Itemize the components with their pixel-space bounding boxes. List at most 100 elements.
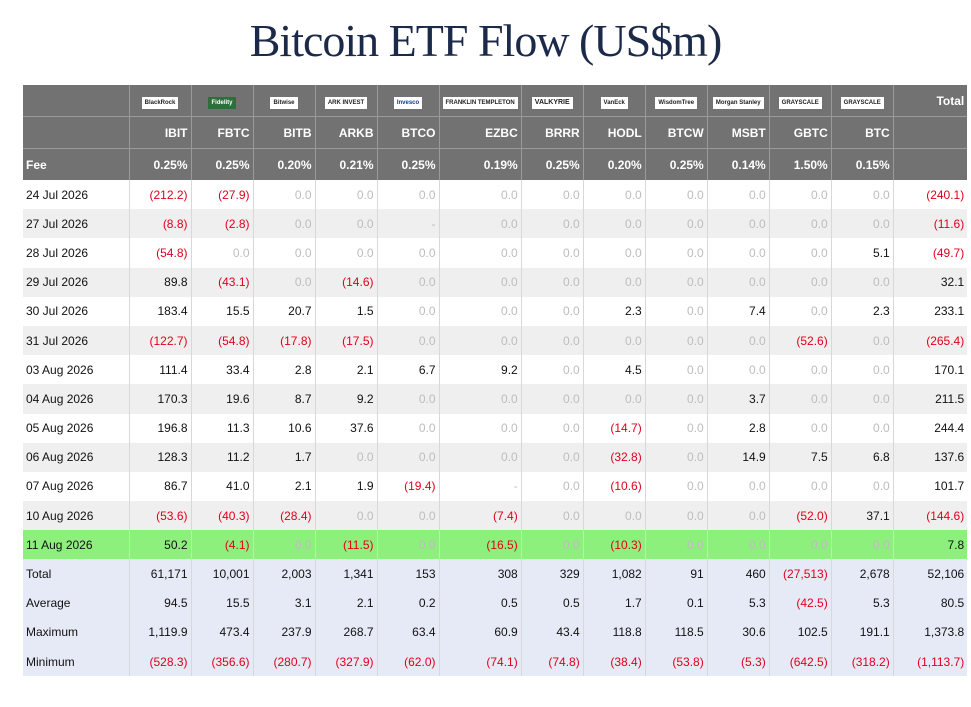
- flow-cell: 6.7: [377, 355, 440, 385]
- flow-cell: 15.5: [191, 296, 254, 326]
- row-date: 11 Aug 2026: [23, 530, 130, 560]
- flow-cell: 0.0: [439, 442, 522, 472]
- flow-cell: 0.0: [707, 355, 770, 385]
- flow-cell: 0.0: [521, 238, 584, 268]
- flow-cell: (8.8): [129, 209, 192, 239]
- flow-cell: 0.0: [831, 384, 894, 414]
- flow-cell: 111.4: [129, 355, 192, 385]
- etf-flow-table: BlackRock Fidelity Bitwise ARK INVEST Invesc…: [23, 85, 968, 677]
- flow-cell: 0.0: [521, 355, 584, 385]
- stat-cell: 63.4: [377, 617, 440, 647]
- flow-cell: (122.7): [129, 325, 192, 356]
- flow-cell: 0.0: [769, 471, 832, 502]
- row-total: 101.7: [893, 471, 968, 502]
- flow-cell: (28.4): [253, 501, 316, 531]
- row-total: 211.5: [893, 384, 968, 414]
- flow-cell: (52.6): [769, 325, 832, 356]
- row-total: 244.4: [893, 413, 968, 443]
- stat-row-total: Total 61,171 10,001 2,003 1,341 153 308 329 1,08…: [23, 559, 968, 589]
- table-row: 27 Jul 2026 (8.8) (2.8) 0.0 0.0-0.0 0.0 0.0 0.0…: [23, 209, 968, 239]
- flow-cell: 0.0: [707, 471, 770, 502]
- row-total: 7.8: [893, 530, 968, 560]
- flow-cell: 0.0: [707, 267, 770, 297]
- stat-cell: 268.7: [315, 617, 378, 647]
- flow-cell: 0.0: [583, 180, 646, 210]
- flow-cell: 0.0: [315, 209, 378, 239]
- flow-cell: 0.0: [315, 180, 378, 210]
- table-row: 04 Aug 2026 170.3 19.6 8.7 9.2 0.0 0.0 0.0 0.0 0.…: [23, 384, 968, 414]
- row-date: 31 Jul 2026: [23, 325, 130, 356]
- flow-cell: 6.8: [831, 442, 894, 472]
- stat-cell: 153: [377, 559, 440, 589]
- table-row: 24 Jul 2026 (212.2) (27.9) 0.0 0.0 0.0 0.0 0.0 0…: [23, 180, 968, 210]
- flow-cell: 11.2: [191, 442, 254, 472]
- row-total: (11.6): [893, 209, 968, 239]
- flow-cell: 0.0: [707, 325, 770, 356]
- table-row: 10 Aug 2026 (53.6) (40.3) (28.4) 0.0 0.0 (7.4)…: [23, 501, 968, 531]
- flow-cell: 0.0: [377, 442, 440, 472]
- flow-cell: 0.0: [645, 501, 708, 531]
- issuer-logo: FRANKLIN TEMPLETON: [442, 96, 518, 109]
- flow-cell: 0.0: [645, 267, 708, 297]
- flow-cell: 14.9: [707, 442, 770, 472]
- fee-value: 0.25%: [191, 148, 254, 180]
- row-date: 06 Aug 2026: [23, 442, 130, 472]
- stat-cell: 60.9: [439, 617, 522, 647]
- issuer-logo: Morgan Stanley: [712, 96, 764, 109]
- flow-cell: 5.1: [831, 238, 894, 268]
- stat-cell: 102.5: [769, 617, 832, 647]
- flow-cell: (27.9): [191, 180, 254, 210]
- flow-cell: 0.0: [645, 530, 708, 560]
- row-date: 27 Jul 2026: [23, 209, 130, 239]
- issuer-logo-cell: GRAYSCALE: [831, 85, 894, 117]
- fee-value: 0.15%: [831, 148, 894, 180]
- issuer-logo: WisdomTree: [655, 96, 698, 109]
- ticker-corner-cell: [23, 116, 130, 149]
- ticker-header: BTCW: [645, 116, 708, 149]
- flow-cell: 0.0: [831, 209, 894, 239]
- table-row-latest: 11 Aug 2026 50.2 (4.1) 0.0 (11.5) 0.0 (16.5) 0.…: [23, 530, 968, 560]
- flow-cell: 0.0: [377, 325, 440, 356]
- flow-cell: 170.3: [129, 384, 192, 414]
- stat-label: Minimum: [23, 647, 130, 677]
- flow-cell: 0.0: [521, 209, 584, 239]
- flow-cell: 0.0: [253, 530, 316, 560]
- flow-cell: 2.8: [253, 355, 316, 385]
- flow-cell: 37.1: [831, 501, 894, 531]
- flow-cell: 0.0: [521, 413, 584, 443]
- flow-cell: 0.0: [831, 267, 894, 297]
- flow-cell: 0.0: [707, 209, 770, 239]
- flow-cell: 0.0: [831, 180, 894, 210]
- issuer-logo-cell: Morgan Stanley: [707, 85, 770, 117]
- ticker-header: HODL: [583, 116, 646, 149]
- stat-cell: 1,341: [315, 559, 378, 589]
- flow-cell: (7.4): [439, 501, 522, 531]
- flow-cell: 0.0: [253, 209, 316, 239]
- stat-cell: (53.8): [645, 647, 708, 677]
- flow-cell: 0.0: [315, 501, 378, 531]
- flow-cell: 0.0: [521, 384, 584, 414]
- stat-cell: 191.1: [831, 617, 894, 647]
- row-date: 03 Aug 2026: [23, 355, 130, 385]
- stat-cell: 2.1: [315, 588, 378, 618]
- stat-cell: 2,678: [831, 559, 894, 589]
- flow-cell: (11.5): [315, 530, 378, 560]
- fee-value: 0.25%: [645, 148, 708, 180]
- flow-cell: (212.2): [129, 180, 192, 210]
- flow-cell: 33.4: [191, 355, 254, 385]
- stat-cell: (1,113.7): [893, 647, 968, 677]
- flow-cell: (4.1): [191, 530, 254, 560]
- issuer-logo: BlackRock: [141, 96, 179, 109]
- flow-cell: 0.0: [645, 325, 708, 356]
- total-header: Total: [893, 85, 968, 117]
- stat-cell: 94.5: [129, 588, 192, 618]
- table-row: 03 Aug 2026 111.4 33.4 2.8 2.1 6.7 9.2 0.0 4.5 0.…: [23, 355, 968, 385]
- flow-cell: 0.0: [831, 471, 894, 502]
- flow-cell: (40.3): [191, 501, 254, 531]
- flow-cell: 0.0: [439, 180, 522, 210]
- stat-cell: 91: [645, 559, 708, 589]
- flow-cell: 0.0: [521, 530, 584, 560]
- stat-cell: 15.5: [191, 588, 254, 618]
- issuer-logo-cell: GRAYSCALE: [769, 85, 832, 117]
- fee-value: 0.25%: [377, 148, 440, 180]
